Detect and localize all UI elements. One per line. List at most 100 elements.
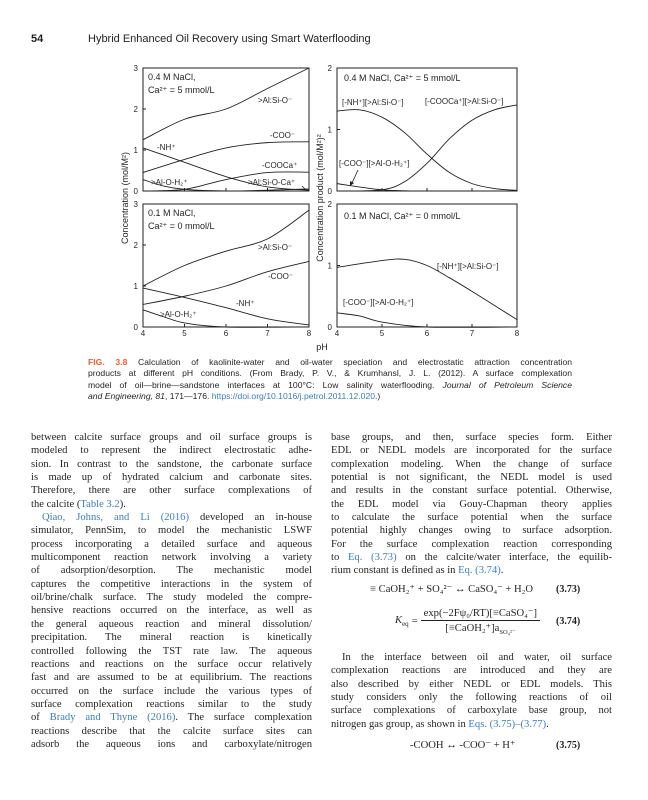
text-line: reactions and reactions on the surface o… [31,658,312,671]
series-label: [-COO⁻][>Al-O-H₂⁺] [343,298,413,307]
text-segment: base groups, and then, surface species f… [331,432,612,443]
panel-condition-label: Ca²⁺ = 0 mmol/L [148,221,215,231]
doi-link[interactable]: https://doi.org/10.1016/j.petrol.2011.12… [211,391,376,402]
caption-text: Calculation of kaolinite-water and oil-w… [127,357,573,367]
series-curve [142,209,310,287]
right-y-axis-label: Concentration product (mol/M²)² [315,134,325,262]
cross-reference-link[interactable]: Brady and Thyne (2016) [49,712,176,724]
series-curve [142,260,310,305]
text-line: reactions describe that the calcite surf… [31,725,312,738]
text-segment: multicomponent reaction network involvin… [31,552,312,564]
cross-reference-link[interactable]: Eq. (3.73) [347,552,397,564]
running-title: Hybrid Enhanced Oil Recovery using Smart… [88,33,371,45]
text-line: controlled following the TST rate law. T… [31,645,312,658]
left-y-axis-label: Concentration (mol/M²) [120,152,130,244]
text-segment: For the surface complexation reaction co… [331,538,612,550]
text-segment: oil/brine/chalk surface. The study model… [31,592,312,604]
figure-label: FIG. 3.8 [88,357,128,367]
series-curve [336,183,518,192]
text-line: surface complexation reactions similar t… [31,698,312,711]
y-tick-label: 0 [134,187,139,196]
text-line: sion. In contrast to the sandstone, the … [31,458,312,471]
text-segment: reactions and reactions on the surface o… [31,658,312,670]
text-line: occurred on the surface include the vari… [31,685,312,698]
series-label: -COOCa⁺ [262,161,297,170]
text-line: multicomponent reaction network involvin… [31,551,312,564]
annotation-arrow [301,185,307,191]
annotation-arrow [351,169,359,184]
series-curve [142,147,310,191]
text-line: is made up of hydrated calcium and carbo… [31,471,312,484]
text-line: potential highly changes owing to surfac… [331,524,612,537]
series-label: >Al:Si-O⁻ [258,243,292,252]
text-segment: EDL or NEDL models are incorporated for … [331,445,612,457]
text-line: surface complexations of carboxylate bas… [331,704,612,717]
series-label: [-COOCa⁺][>Al:Si-O⁻] [425,97,503,106]
text-line: oil/brine/chalk surface. The study model… [31,591,312,604]
cross-reference-link[interactable]: Table 3.2 [80,498,120,510]
eq-sign: = [411,616,418,628]
series-curve [336,312,518,328]
eq-denominator-sub: SO₄²⁻ [499,629,516,637]
chart-panel-top-left: 0 1 2 3 >Al:Si-O⁻ -COO⁻ -NH⁺ -COOCa⁺ >Al-O-H₂⁺ >A… [134,64,310,196]
y-tick-label: 2 [134,241,139,250]
text-segment: controlled following the TST rate law. T… [31,645,312,657]
eq-fraction: exp(−2Fψ₀/RT)[≡CaSO₄⁻] [≡CaOH₂⁺]aSO₄²⁻ [420,607,540,637]
equation-3-73: ≡ CaOH₂⁺ + SO₄²⁻ ↔ CaSO₄⁻ + H₂O [370,584,534,595]
text-segment: developed an in-house [188,512,312,524]
text-segment: the EDL model via Gouy-Chapman theory ap… [331,498,612,510]
x-tick-label: 8 [307,329,312,338]
text-segment: modeled to represent the indirect electr… [31,445,312,457]
y-tick-label: 0 [328,323,333,332]
text-line: Qiao, Johns, and Li (2016) developed an … [31,511,312,524]
plot-frame [336,67,518,192]
text-segment: to calculate the surface potential when … [331,512,612,524]
text-line: hensive reactions occurred on the interf… [31,604,312,617]
y-tick-label: 1 [134,282,139,291]
x-axis-label: pH [316,342,328,352]
series-curve [142,188,310,192]
x-tick-label: 4 [141,329,146,338]
series-curve [142,179,310,192]
caption-line: products at different pH conditions. (Fr… [88,368,572,379]
text-segment: occurred on the surface include the vari… [31,685,312,697]
caption-text: products at different pH conditions. (Fr… [88,368,572,379]
text-segment: simulator, PennSim, to model the mechani… [31,525,312,537]
x-tick-label: 6 [425,329,430,338]
text-segment: is made up of hydrated calcium and carbo… [31,472,312,484]
cross-reference-link[interactable]: Eqs. (3.75)–(3.77) [468,718,547,730]
series-label: >Al:Si-O⁻ [258,96,292,105]
eq-lhs-sub: eq [402,620,409,629]
text-segment: complexation modeling. When the change o… [331,458,612,470]
caption-line: model of oil—brine—sandstone interfaces … [88,380,572,391]
text-line: the EDL model via Gouy-Chapman theory ap… [331,498,612,511]
text-line: For the surface complexation reaction co… [331,538,612,551]
text-line: to Eq. (3.73) on the calcite/water inter… [331,551,612,564]
figure-caption: FIG. 3.8 Calculation of kaolinite-water … [88,357,572,403]
text-segment: surface complexations of carboxylate bas… [331,705,612,717]
series-label: -NH⁺ [236,299,254,308]
cross-reference-link[interactable]: Qiao, Johns, and Li (2016) [42,512,189,524]
y-tick-label: 2 [328,200,333,209]
text-segment: study considers only the following react… [331,692,612,704]
y-tick-label: 1 [328,126,333,135]
eq-denominator-main: [≡CaOH₂⁺]a [445,623,500,634]
series-label: >Al-O-H₂⁺ [160,310,196,319]
series-curve [142,67,310,141]
series-label: -COO⁻ [270,131,295,140]
text-line: of adsorption/desorption. The mechanisti… [31,564,312,577]
x-tick-label: 6 [224,329,229,338]
text-segment: surface complexation reactions similar t… [31,698,312,710]
text-segment: In the interface between oil and water, … [342,652,612,663]
text-line: the calcite (Table 3.2). [31,498,312,511]
eq-lhs-k: K [395,615,403,626]
text-segment: nitrogen gas group, as shown in [331,718,469,730]
text-segment: between calcite surface groups and oil s… [31,432,312,443]
y-tick-label: 2 [328,64,333,73]
series-label: -NH⁺ [157,143,175,152]
cross-reference-link[interactable]: Eq. (3.74) [458,565,501,577]
text-line: modeled to represent the indirect electr… [31,444,312,457]
x-tick-label: 5 [380,329,385,338]
text-line: rium constant is defined as in Eq. (3.74… [331,564,612,577]
text-line: base groups, and then, surface species f… [331,431,612,444]
